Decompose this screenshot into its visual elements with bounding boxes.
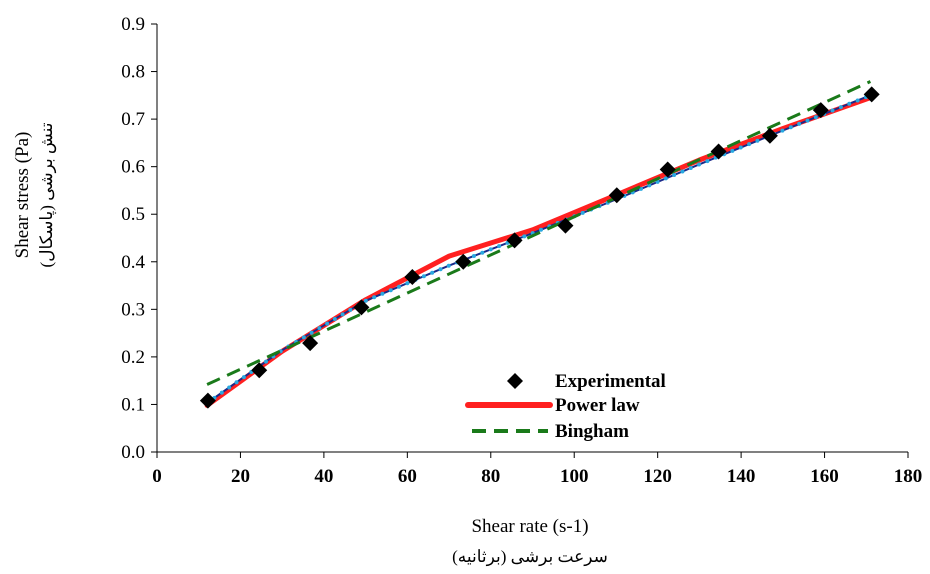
chart-axes	[156, 24, 908, 453]
x-tick-label: 140	[727, 466, 756, 487]
y-axis-title: Shear stress (Pa)	[12, 132, 33, 259]
experimental-point	[761, 127, 778, 144]
y-tick-label: 0.8	[121, 62, 145, 83]
legend-label-experimental: Experimental	[555, 371, 666, 392]
x-tick-label: 120	[643, 466, 672, 487]
experimental-point	[659, 161, 676, 178]
x-tick-label: 60	[398, 466, 417, 487]
y-tick-label: 0.7	[121, 109, 145, 130]
experimental-point	[608, 187, 625, 204]
legend-item-bingham: Bingham	[472, 421, 629, 442]
legend-label-power-law: Power law	[555, 395, 640, 416]
x-axis-subtitle: سرعت برشی (برثانیه)	[452, 547, 608, 567]
experimental-point	[302, 335, 319, 352]
experimental-point	[812, 102, 829, 119]
experimental-point	[404, 268, 421, 285]
experimental-point	[353, 299, 370, 316]
experimental-point	[455, 253, 472, 270]
plot-area	[199, 80, 880, 409]
x-tick-label: 160	[810, 466, 839, 487]
x-axis-title: Shear rate (s-1)	[471, 516, 588, 537]
power-law-line	[204, 95, 873, 408]
x-tick-label: 20	[231, 466, 250, 487]
chart-legend: Experimental Power law Bingham	[465, 371, 666, 442]
y-tick-label: 0.0	[121, 442, 145, 463]
experimental-point	[251, 362, 268, 379]
experimental-point	[199, 392, 216, 409]
y-tick-label: 0.9	[121, 14, 145, 35]
y-tick-label: 0.1	[121, 394, 145, 415]
legend-label-bingham: Bingham	[555, 421, 629, 442]
y-tick-label: 0.4	[121, 252, 145, 273]
x-tick-label: 180	[894, 466, 923, 487]
experimental-point	[557, 217, 574, 234]
y-tick-label: 0.3	[121, 299, 145, 320]
dotted-fit-line	[205, 93, 873, 405]
x-tick-label: 40	[314, 466, 333, 487]
experimental-point	[863, 86, 880, 103]
experimental-point	[506, 232, 523, 249]
y-tick-label: 0.5	[121, 204, 145, 225]
legend-item-power-law: Power law	[465, 395, 640, 416]
experimental-point	[710, 143, 727, 160]
y-axis-subtitle: تنش برشی (پاسکال)	[37, 122, 57, 267]
x-tick-label: 0	[152, 466, 162, 487]
bingham-line	[206, 80, 872, 386]
y-tick-label: 0.2	[121, 347, 145, 368]
x-tick-label: 100	[560, 466, 589, 487]
legend-item-experimental: Experimental	[507, 371, 666, 392]
x-axis-ticks: 0 20 40 60 80 100 120 140 160 180	[152, 452, 922, 487]
y-tick-label: 0.6	[121, 157, 145, 178]
legend-diamond-marker	[507, 373, 523, 389]
x-tick-label: 80	[481, 466, 500, 487]
y-axis-ticks: 0.0 0.1 0.2 0.3 0.4 0.5 0.6 0.7 0.8 0.9	[121, 14, 157, 463]
